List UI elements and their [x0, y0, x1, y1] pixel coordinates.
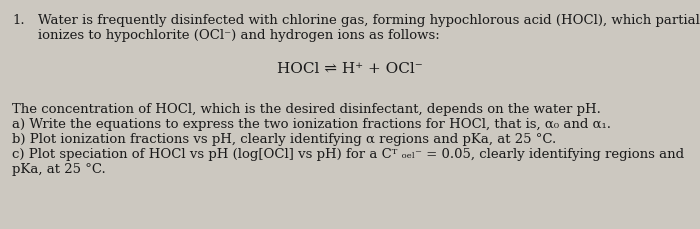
Text: b) Plot ionization fractions vs pH, clearly identifying α regions and pKa, at 25: b) Plot ionization fractions vs pH, clea… [12, 133, 556, 146]
Text: c) Plot speciation of HOCl vs pH (log[OCl] vs pH) for a Cᵀ ₒₑₗ⁻ = 0.05, clearly : c) Plot speciation of HOCl vs pH (log[OC… [12, 148, 684, 161]
Text: HOCl ⇌ H⁺ + OCl⁻: HOCl ⇌ H⁺ + OCl⁻ [277, 62, 423, 76]
Text: ionizes to hypochlorite (OCl⁻) and hydrogen ions as follows:: ionizes to hypochlorite (OCl⁻) and hydro… [38, 29, 440, 42]
Text: Water is frequently disinfected with chlorine gas, forming hypochlorous acid (HO: Water is frequently disinfected with chl… [38, 14, 700, 27]
Text: a) Write the equations to express the two ionization fractions for HOCl, that is: a) Write the equations to express the tw… [12, 118, 611, 131]
Text: pKa, at 25 °C.: pKa, at 25 °C. [12, 163, 106, 176]
Text: The concentration of HOCl, which is the desired disinfectant, depends on the wat: The concentration of HOCl, which is the … [12, 103, 601, 116]
Text: 1.: 1. [12, 14, 24, 27]
